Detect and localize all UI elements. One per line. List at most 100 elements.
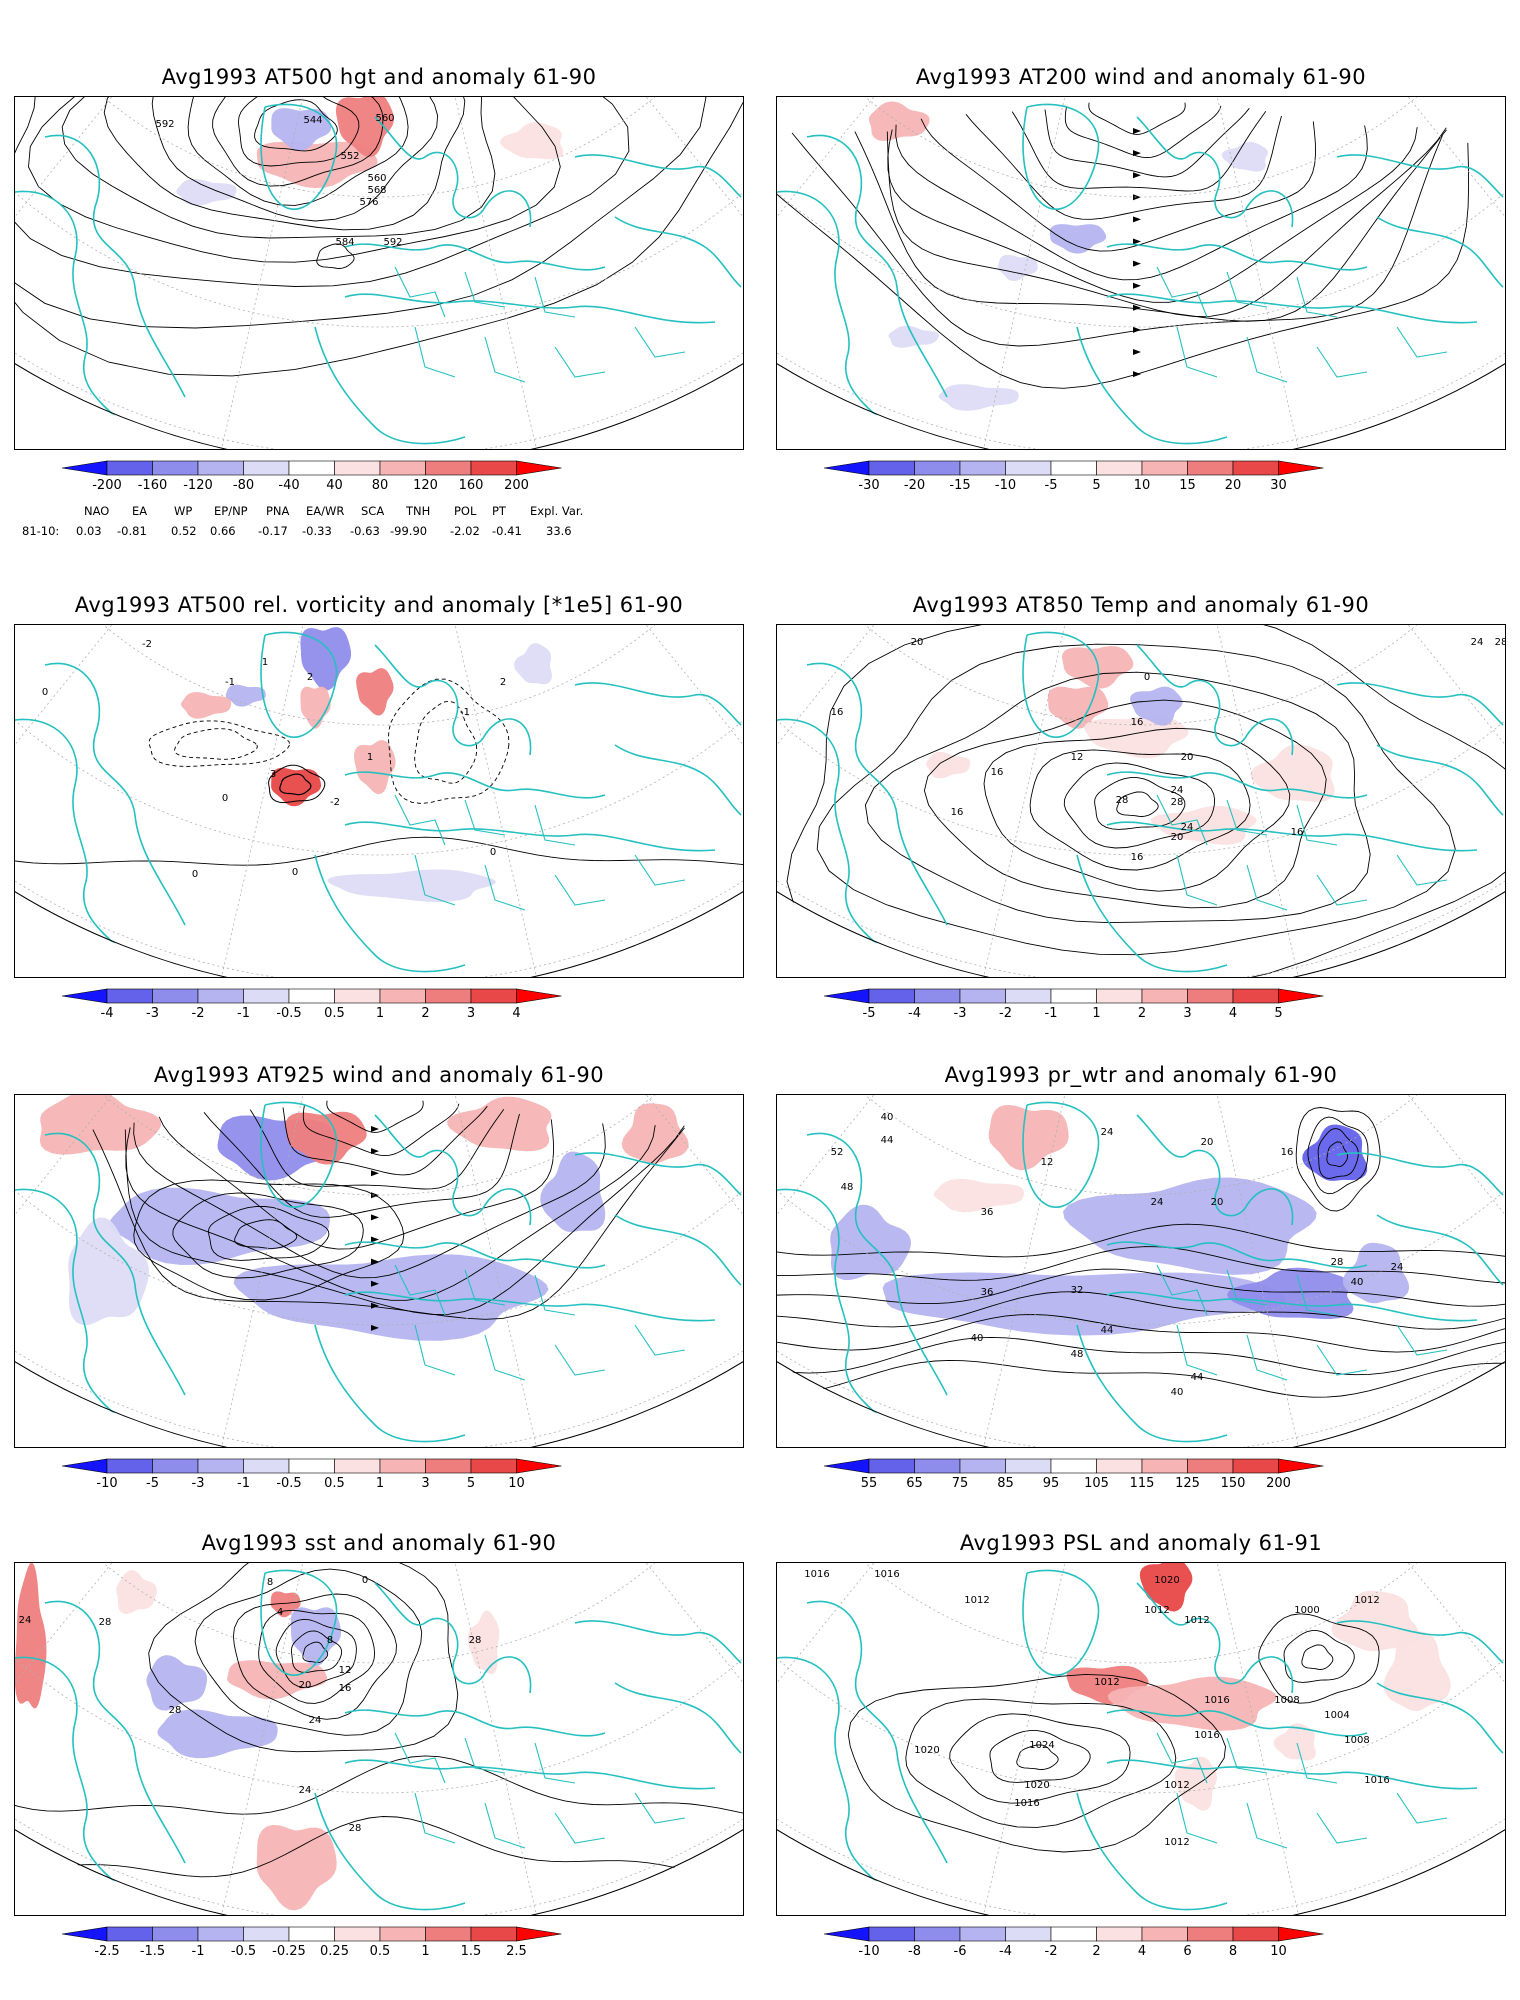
map-frame: 592 544 560 552 560 568 576 584 592 xyxy=(14,96,744,450)
color-bar-tick-label: -20 xyxy=(903,478,926,493)
color-bar-tick-label: -0.5 xyxy=(276,1006,302,1021)
contour-line xyxy=(1063,762,1216,849)
contour-line xyxy=(816,643,1456,956)
contour-line xyxy=(15,1755,743,1815)
index-name: SCA xyxy=(361,504,385,518)
map-plot xyxy=(15,1095,743,1447)
color-bar-segment xyxy=(1187,1458,1234,1474)
projection-boundary xyxy=(777,625,1505,977)
contour-label: 36 xyxy=(981,1207,994,1218)
contour-line xyxy=(174,728,258,760)
contour-label: 1000 xyxy=(1294,1605,1319,1616)
contour-label: 1004 xyxy=(1324,1710,1349,1721)
coastline xyxy=(260,1569,338,1676)
contour-line xyxy=(187,97,409,206)
color-bar-segment xyxy=(197,988,244,1004)
index-value: -0.33 xyxy=(302,524,332,538)
contour-label: 24 xyxy=(1151,1197,1164,1208)
latitude-gridline xyxy=(777,625,1505,726)
latitude-gridline xyxy=(777,625,1505,977)
streamline-arrow xyxy=(371,1214,379,1221)
color-bar-segment xyxy=(106,460,153,476)
color-bar-segment xyxy=(470,1458,517,1474)
coastline xyxy=(1106,1291,1478,1322)
contour-label: 28 xyxy=(1331,1257,1344,1268)
color-bar-segment xyxy=(1005,460,1052,476)
longitude-gridline xyxy=(978,97,1142,449)
color-bar-segment xyxy=(379,1458,426,1474)
streamline xyxy=(791,132,1443,347)
coastline xyxy=(314,326,466,445)
index-name: POL xyxy=(454,504,477,518)
panel-title: Avg1993 AT850 Temp and anomaly 61-90 xyxy=(912,593,1370,617)
contour-label: 568 xyxy=(367,185,386,196)
positive-anomaly-area xyxy=(300,686,331,729)
country-border xyxy=(1296,1274,1338,1316)
contour-label: 0 xyxy=(222,793,228,804)
color-bar-segment xyxy=(470,460,517,476)
contour-label: 1020 xyxy=(1154,1575,1179,1586)
coastline xyxy=(1336,1152,1504,1196)
color-bar-tick-label: -0.25 xyxy=(272,1944,306,1959)
color-bar-tick-label: -5 xyxy=(1044,478,1058,493)
coastline xyxy=(1336,154,1504,198)
contour-line xyxy=(1016,1744,1059,1770)
color-bar-segment xyxy=(1005,1458,1052,1474)
country-border xyxy=(1396,326,1448,358)
index-value: -0.63 xyxy=(350,524,380,538)
contour-line xyxy=(61,97,496,239)
color-bar-segment xyxy=(379,460,426,476)
contour-line xyxy=(151,97,439,222)
color-bar-tick-label: -40 xyxy=(278,478,300,493)
negative-anomaly-area xyxy=(1063,1177,1317,1275)
panel-title: Avg1993 AT200 wind and anomaly 61-90 xyxy=(915,65,1367,89)
country-border xyxy=(634,854,686,886)
country-border xyxy=(394,794,446,846)
positive-anomaly-area xyxy=(1084,715,1189,759)
country-border xyxy=(1246,1334,1288,1381)
color-bar-tick-label: 1 xyxy=(375,1006,385,1021)
map-content xyxy=(15,1095,743,1447)
negative-anomaly-area xyxy=(271,108,332,151)
color-bar-segment xyxy=(959,988,1006,1004)
color-bar-tick-label: 160 xyxy=(458,478,484,493)
contour-line xyxy=(1116,791,1159,817)
color-bar-arrow-low xyxy=(61,988,108,1004)
country-border xyxy=(1246,1802,1288,1849)
contour-label: 28 xyxy=(169,1705,182,1716)
positive-anomaly-area xyxy=(256,1824,337,1911)
panel-title: Avg1993 AT500 rel. vorticity and anomaly… xyxy=(74,593,684,617)
color-bar-segment xyxy=(197,1926,244,1942)
color-bar-segment xyxy=(197,460,244,476)
country-border xyxy=(554,1812,606,1844)
coastline xyxy=(806,662,948,926)
color-bar-tick-label: -3 xyxy=(953,1006,967,1021)
streamline-arrow xyxy=(371,1170,379,1177)
coastline xyxy=(1022,1569,1100,1676)
coastline xyxy=(806,1132,948,1396)
color-bar-tick-label: 2.5 xyxy=(506,1944,527,1959)
contour-label: 1016 xyxy=(1014,1798,1039,1809)
negative-anomaly-area xyxy=(68,1217,149,1325)
streamline xyxy=(1011,111,1267,192)
negative-anomaly-area xyxy=(300,627,352,691)
country-border xyxy=(1176,1792,1218,1844)
country-border xyxy=(1176,1324,1218,1376)
map-content: 202428160161612202428282420161616 xyxy=(777,625,1505,977)
color-bar-tick-label: 150 xyxy=(1220,1476,1246,1491)
contour-label: 24 xyxy=(299,1785,312,1796)
color-bar: -10 -5 -3 -1 -0.5 0.5 1 3 5 10 xyxy=(14,1458,744,1498)
positive-anomaly-area xyxy=(39,1095,162,1155)
color-bar-graphic xyxy=(61,460,562,476)
color-bar-tick-label: -2 xyxy=(1044,1944,1058,1959)
positive-anomaly-area xyxy=(868,101,930,141)
streamline xyxy=(125,1125,656,1301)
country-border xyxy=(1226,1269,1268,1306)
color-bar-tick-label: 4 xyxy=(1228,1006,1238,1021)
longitude-gridline xyxy=(1140,97,1304,449)
streamline-arrow xyxy=(1133,128,1141,134)
color-bar-tick-label: 200 xyxy=(504,478,529,493)
panel-title: Avg1993 PSL and anomaly 61-91 xyxy=(959,1531,1323,1555)
coastline xyxy=(314,1792,466,1911)
